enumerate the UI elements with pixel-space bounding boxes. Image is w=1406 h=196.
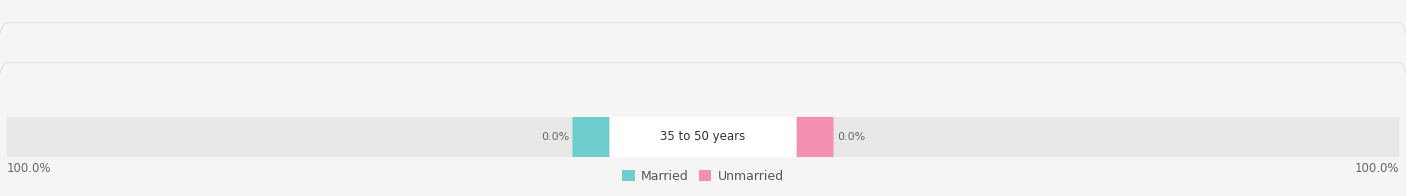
FancyBboxPatch shape: [7, 84, 633, 190]
FancyBboxPatch shape: [773, 44, 1399, 150]
Text: 20 to 34 years: 20 to 34 years: [661, 91, 745, 103]
Text: Source: ZipAtlas.com: Source: ZipAtlas.com: [1270, 10, 1395, 23]
Text: 0.0%: 0.0%: [837, 132, 865, 142]
FancyBboxPatch shape: [773, 84, 1399, 190]
Text: 100.0%: 100.0%: [7, 162, 52, 174]
FancyBboxPatch shape: [7, 44, 633, 150]
FancyBboxPatch shape: [609, 0, 797, 196]
Text: 100.0%: 100.0%: [1391, 52, 1406, 62]
Legend: Married, Unmarried: Married, Unmarried: [617, 165, 789, 188]
FancyBboxPatch shape: [0, 23, 1406, 171]
FancyBboxPatch shape: [770, 26, 834, 168]
FancyBboxPatch shape: [572, 66, 636, 196]
Text: 0.0%: 0.0%: [541, 132, 569, 142]
FancyBboxPatch shape: [609, 0, 797, 167]
Text: FERTILITY BY AGE BY MARRIAGE STATUS IN ALLERTON: FERTILITY BY AGE BY MARRIAGE STATUS IN A…: [11, 13, 457, 28]
Text: 0.0%: 0.0%: [541, 52, 569, 62]
FancyBboxPatch shape: [770, 66, 834, 196]
Text: 0.0%: 0.0%: [837, 92, 865, 102]
FancyBboxPatch shape: [0, 63, 1406, 196]
FancyBboxPatch shape: [0, 0, 1406, 131]
FancyBboxPatch shape: [609, 27, 797, 196]
Text: 100.0%: 100.0%: [1354, 162, 1399, 174]
FancyBboxPatch shape: [572, 26, 636, 168]
Text: 0.0%: 0.0%: [541, 92, 569, 102]
Text: 15 to 19 years: 15 to 19 years: [661, 51, 745, 64]
FancyBboxPatch shape: [770, 0, 1406, 128]
Text: 35 to 50 years: 35 to 50 years: [661, 130, 745, 143]
FancyBboxPatch shape: [572, 0, 636, 128]
FancyBboxPatch shape: [7, 5, 633, 110]
FancyBboxPatch shape: [773, 5, 1399, 110]
